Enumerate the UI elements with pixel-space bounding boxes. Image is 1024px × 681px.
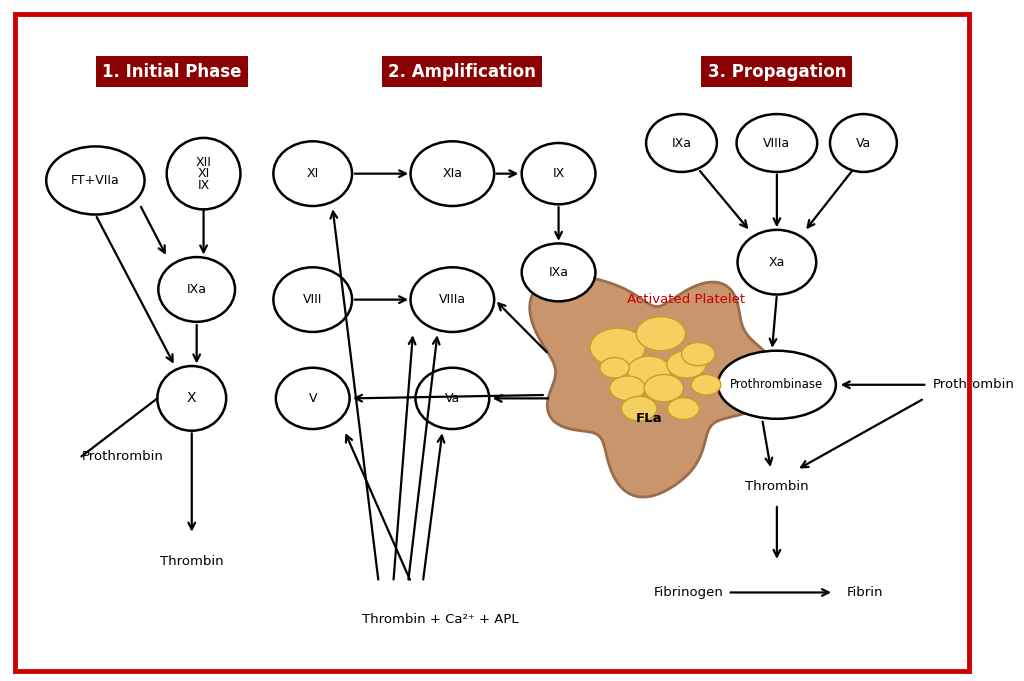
- Text: Prothrombin: Prothrombin: [932, 378, 1014, 392]
- Circle shape: [609, 376, 645, 400]
- Text: XII
XI
IX: XII XI IX: [196, 156, 212, 191]
- Text: Thrombin + Ca²⁺ + APL: Thrombin + Ca²⁺ + APL: [362, 613, 519, 627]
- Text: VIII: VIII: [303, 293, 323, 306]
- Circle shape: [667, 351, 707, 378]
- Text: FLa: FLa: [636, 412, 663, 426]
- Ellipse shape: [46, 146, 144, 215]
- Ellipse shape: [718, 351, 836, 419]
- Text: Thrombin: Thrombin: [745, 480, 809, 494]
- Ellipse shape: [737, 230, 816, 295]
- Ellipse shape: [736, 114, 817, 172]
- Text: Activated Platelet: Activated Platelet: [628, 293, 745, 306]
- Text: VIIIa: VIIIa: [763, 136, 791, 150]
- Circle shape: [691, 375, 721, 395]
- Circle shape: [590, 328, 645, 366]
- Ellipse shape: [167, 138, 241, 210]
- Text: 1. Initial Phase: 1. Initial Phase: [102, 63, 242, 80]
- Ellipse shape: [830, 114, 897, 172]
- Text: V: V: [308, 392, 317, 405]
- Ellipse shape: [411, 142, 495, 206]
- Text: 2. Amplification: 2. Amplification: [388, 63, 537, 80]
- Text: Fibrinogen: Fibrinogen: [653, 586, 723, 599]
- Text: X: X: [187, 392, 197, 405]
- Ellipse shape: [521, 143, 595, 204]
- Text: 3. Propagation: 3. Propagation: [708, 63, 846, 80]
- Ellipse shape: [275, 368, 349, 429]
- Polygon shape: [529, 276, 780, 497]
- Text: XI: XI: [306, 167, 318, 180]
- Text: IX: IX: [552, 167, 564, 180]
- Ellipse shape: [416, 368, 489, 429]
- Ellipse shape: [158, 366, 226, 431]
- Text: VIIIa: VIIIa: [439, 293, 466, 306]
- Ellipse shape: [273, 142, 352, 206]
- Ellipse shape: [521, 244, 595, 302]
- Text: Prothrombin: Prothrombin: [82, 449, 164, 463]
- Text: FT+VIIa: FT+VIIa: [71, 174, 120, 187]
- Text: XIa: XIa: [442, 167, 463, 180]
- Text: Prothrombinase: Prothrombinase: [730, 378, 823, 392]
- Circle shape: [622, 396, 657, 421]
- Circle shape: [668, 398, 699, 419]
- Circle shape: [682, 343, 715, 366]
- Text: Thrombin: Thrombin: [160, 555, 223, 569]
- Text: IXa: IXa: [672, 136, 691, 150]
- Circle shape: [628, 356, 671, 386]
- Circle shape: [600, 358, 630, 378]
- Circle shape: [644, 375, 683, 402]
- Text: IXa: IXa: [186, 283, 207, 296]
- Ellipse shape: [273, 267, 352, 332]
- Circle shape: [636, 317, 685, 351]
- Ellipse shape: [411, 267, 495, 332]
- Text: Va: Va: [444, 392, 460, 405]
- Ellipse shape: [646, 114, 717, 172]
- Text: IXa: IXa: [549, 266, 568, 279]
- Text: Fibrin: Fibrin: [847, 586, 884, 599]
- Text: Xa: Xa: [769, 255, 785, 269]
- Ellipse shape: [159, 257, 236, 322]
- Text: Va: Va: [856, 136, 871, 150]
